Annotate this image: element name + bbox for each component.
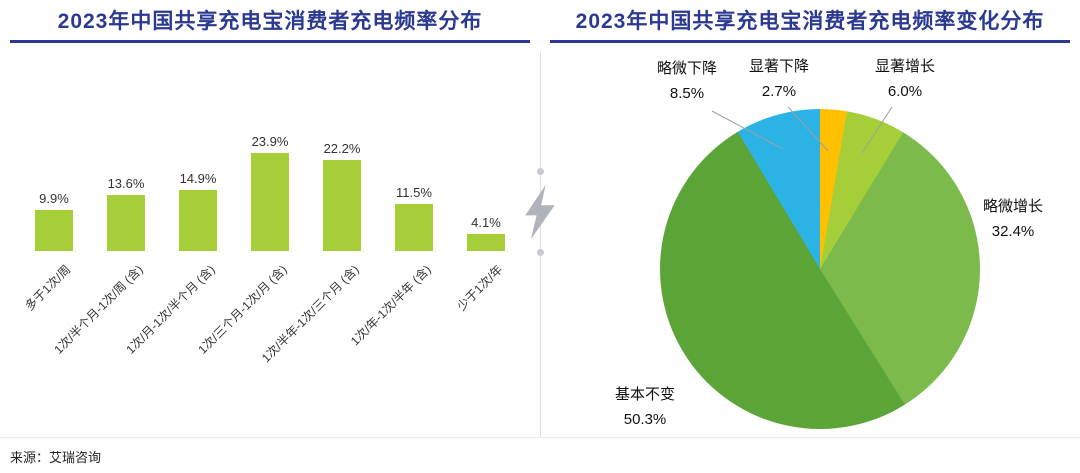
- pie-label-basically-unchanged: 基本不变 50.3%: [615, 383, 675, 433]
- bar-chart-category-axis: 多于1次/周 1次/半个月-1次/周 (含) 1次/月-1次/半个月 (含) 1次/三…: [18, 259, 522, 409]
- bar-value-label: 11.5%: [396, 185, 432, 201]
- pie-label-name: 基本不变: [614, 386, 676, 404]
- divider-dot-top: [536, 168, 544, 175]
- pie-label-value: 6.0%: [887, 82, 923, 100]
- pie-label-slight-decrease: 略微下降 8.5%: [657, 57, 717, 107]
- pie-label-slight-increase: 略微增长 32.4%: [983, 195, 1043, 245]
- pie-label-name: 显著下降: [748, 58, 810, 76]
- source-note: 来源：艾瑞咨询: [0, 437, 1080, 473]
- pie-label-value: 50.3%: [623, 410, 667, 428]
- pie-label-value: 8.5%: [669, 84, 705, 102]
- bar-value-label: 23.9%: [251, 134, 289, 150]
- divider-dot-bottom: [536, 249, 544, 256]
- bar-category: 少于1次/年: [450, 259, 522, 409]
- bar-category-label: 少于1次/年: [454, 262, 506, 314]
- pie: [660, 109, 980, 430]
- pie-chart: 显著下降 2.7% 显著增长 6.0% 略微增长 32.4% 基本不变 50.3…: [540, 43, 1080, 439]
- pie-label-significant-increase: 显著增长 6.0%: [875, 55, 935, 105]
- bar-item: 4.1%: [450, 215, 522, 252]
- bar-chart-bars: 9.9% 13.6% 14.9% 23.9% 22.2% 11.5% 4.1%: [18, 121, 522, 252]
- bar-item: 9.9%: [18, 191, 90, 252]
- bar-value-label: 14.9%: [179, 171, 217, 187]
- bar-item: 23.9%: [234, 134, 306, 252]
- bar: [251, 153, 289, 252]
- pie-chart-title: 2023年中国共享充电宝消费者充电频率变化分布: [550, 10, 1070, 44]
- bar: [467, 234, 505, 252]
- bar-category: 1次/年-1次/半年 (含): [348, 259, 450, 409]
- bar-value-label: 13.6%: [107, 176, 145, 192]
- pie-label-name: 显著增长: [874, 58, 936, 76]
- bar-item: 11.5%: [378, 185, 450, 252]
- pie-label-value: 2.7%: [761, 82, 797, 100]
- bar-value-label: 22.2%: [323, 141, 361, 157]
- panel-divider-line: [540, 52, 541, 437]
- bar-chart-panel: 2023年中国共享充电宝消费者充电频率分布 9.9% 13.6% 14.9% 23.9…: [0, 0, 540, 437]
- bar: [107, 195, 145, 252]
- bar-item: 22.2%: [306, 141, 378, 252]
- bar-value-label: 9.9%: [39, 191, 69, 207]
- bar-category-label: 多于1次/周: [22, 262, 74, 314]
- bar: [323, 160, 361, 252]
- bar: [35, 210, 73, 252]
- pie-label-significant-decrease: 显著下降 2.7%: [749, 55, 809, 105]
- panel-divider-decoration: [523, 168, 557, 256]
- bar: [179, 190, 217, 252]
- pie-label-name: 略微下降: [656, 60, 718, 78]
- bar-item: 14.9%: [162, 171, 234, 252]
- bar-chart-title: 2023年中国共享充电宝消费者充电频率分布: [10, 10, 530, 44]
- pie-label-value: 32.4%: [991, 222, 1035, 240]
- lightning-icon: [525, 184, 555, 240]
- pie-chart-panel: 2023年中国共享充电宝消费者充电频率变化分布 显著下降 2.7% 显著增长 6…: [540, 0, 1080, 437]
- bar: [395, 204, 433, 252]
- charts-row: 2023年中国共享充电宝消费者充电频率分布 9.9% 13.6% 14.9% 23.9…: [0, 0, 1080, 437]
- bar-item: 13.6%: [90, 176, 162, 252]
- pie-label-name: 略微增长: [982, 198, 1044, 216]
- bar-value-label: 4.1%: [471, 215, 501, 231]
